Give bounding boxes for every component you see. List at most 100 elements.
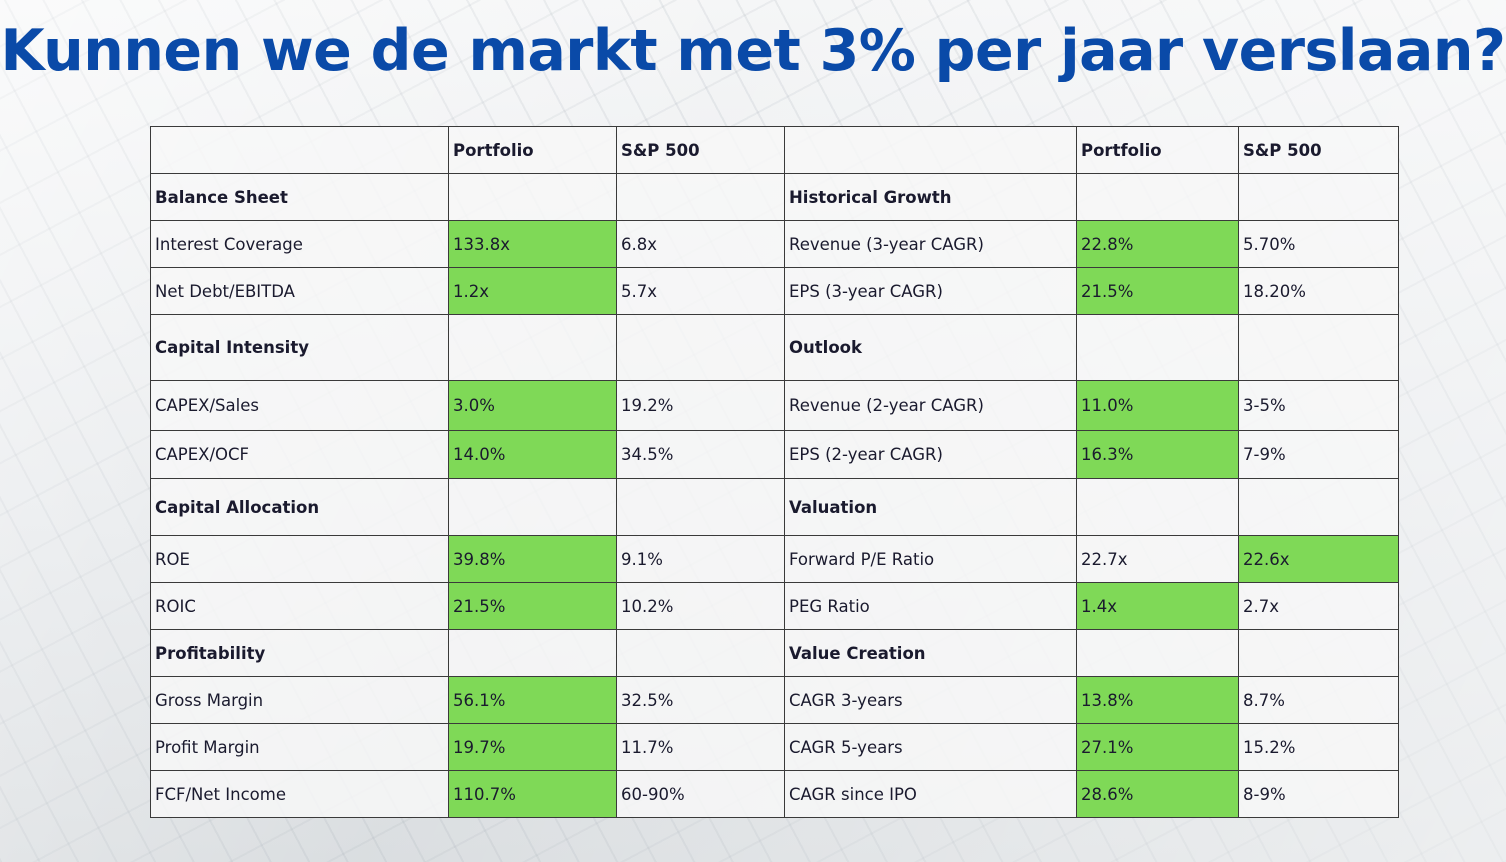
section-row: Capital Allocation Valuation (150, 478, 1399, 536)
right-section-title: Valuation (784, 478, 1077, 536)
left-portfolio-value: 21.5% (448, 582, 617, 630)
table-row: CAPEX/Sales 3.0% 19.2% Revenue (2-year CAGR… (150, 380, 1399, 431)
right-sp500-value: 3-5% (1238, 380, 1399, 431)
left-metric-label: Gross Margin (150, 676, 449, 724)
right-metric-label: EPS (2-year CAGR) (784, 430, 1077, 479)
left-portfolio-value: 39.8% (448, 535, 617, 583)
left-portfolio-value: 14.0% (448, 430, 617, 479)
left-portfolio-value: 1.2x (448, 267, 617, 315)
right-sp500-cell (1238, 314, 1399, 381)
left-sp500-value: 19.2% (616, 380, 785, 431)
left-sp500-value: 60-90% (616, 770, 785, 818)
right-sp500-value: 5.70% (1238, 220, 1399, 268)
left-portfolio-cell (448, 173, 617, 221)
left-metric-label: FCF/Net Income (150, 770, 449, 818)
left-section-title: Capital Allocation (150, 478, 449, 536)
left-sp500-value: 9.1% (616, 535, 785, 583)
right-sp500-value: 8-9% (1238, 770, 1399, 818)
right-metric-label: Forward P/E Ratio (784, 535, 1077, 583)
left-metric-label: CAPEX/OCF (150, 430, 449, 479)
table-row: Interest Coverage 133.8x 6.8x Revenue (3-ye… (150, 220, 1399, 268)
left-sp500-cell (616, 478, 785, 536)
left-sp500-value: 32.5% (616, 676, 785, 724)
right-sp500-value: 2.7x (1238, 582, 1399, 630)
left-sp500-cell (616, 629, 785, 677)
left-portfolio-cell (448, 314, 617, 381)
left-metric-label: Net Debt/EBITDA (150, 267, 449, 315)
left-sp500-cell (616, 314, 785, 381)
left-portfolio-value: 56.1% (448, 676, 617, 724)
table-row: Gross Margin 56.1% 32.5% CAGR 3-years 13.8% 8… (150, 676, 1399, 724)
column-header-right-label (784, 126, 1077, 174)
section-row: Profitability Value Creation (150, 629, 1399, 677)
header-row: Portfolio S&P 500 Portfolio S&P 500 (150, 126, 1399, 174)
right-section-title: Outlook (784, 314, 1077, 381)
left-portfolio-cell (448, 629, 617, 677)
right-portfolio-value: 11.0% (1076, 380, 1239, 431)
right-metric-label: Revenue (3-year CAGR) (784, 220, 1077, 268)
column-header-right-sp500: S&P 500 (1238, 126, 1399, 174)
left-portfolio-value: 110.7% (448, 770, 617, 818)
left-metric-label: Profit Margin (150, 723, 449, 771)
table-row: CAPEX/OCF 14.0% 34.5% EPS (2-year CAGR) 16.3… (150, 430, 1399, 479)
column-header-left-portfolio: Portfolio (448, 126, 617, 174)
right-metric-label: EPS (3-year CAGR) (784, 267, 1077, 315)
table-row: ROE 39.8% 9.1% Forward P/E Ratio 22.7x 22.6x (150, 535, 1399, 583)
left-section-title: Capital Intensity (150, 314, 449, 381)
left-portfolio-cell (448, 478, 617, 536)
left-metric-label: ROE (150, 535, 449, 583)
left-metric-label: Interest Coverage (150, 220, 449, 268)
section-row: Capital Intensity Outlook (150, 314, 1399, 381)
column-header-right-portfolio: Portfolio (1076, 126, 1239, 174)
right-portfolio-value: 1.4x (1076, 582, 1239, 630)
right-sp500-cell (1238, 629, 1399, 677)
right-sp500-value: 18.20% (1238, 267, 1399, 315)
left-sp500-value: 10.2% (616, 582, 785, 630)
comparison-table: Portfolio S&P 500 Portfolio S&P 500 Bala… (150, 126, 1399, 818)
left-sp500-value: 6.8x (616, 220, 785, 268)
section-row: Balance Sheet Historical Growth (150, 173, 1399, 221)
right-portfolio-value: 13.8% (1076, 676, 1239, 724)
left-metric-label: ROIC (150, 582, 449, 630)
right-section-title: Value Creation (784, 629, 1077, 677)
left-sp500-value: 34.5% (616, 430, 785, 479)
right-portfolio-cell (1076, 478, 1239, 536)
right-metric-label: CAGR since IPO (784, 770, 1077, 818)
right-section-title: Historical Growth (784, 173, 1077, 221)
right-metric-label: CAGR 5-years (784, 723, 1077, 771)
table-row: Net Debt/EBITDA 1.2x 5.7x EPS (3-year CAGR)… (150, 267, 1399, 315)
right-metric-label: PEG Ratio (784, 582, 1077, 630)
right-portfolio-value: 28.6% (1076, 770, 1239, 818)
left-sp500-value: 5.7x (616, 267, 785, 315)
right-metric-label: Revenue (2-year CAGR) (784, 380, 1077, 431)
table-row: Profit Margin 19.7% 11.7% CAGR 5-years 27.1%… (150, 723, 1399, 771)
left-portfolio-value: 19.7% (448, 723, 617, 771)
right-sp500-value: 22.6x (1238, 535, 1399, 583)
left-sp500-cell (616, 173, 785, 221)
right-sp500-value: 15.2% (1238, 723, 1399, 771)
table-row: FCF/Net Income 110.7% 60-90% CAGR since IPO… (150, 770, 1399, 818)
right-portfolio-value: 22.8% (1076, 220, 1239, 268)
right-portfolio-value: 21.5% (1076, 267, 1239, 315)
table-row: ROIC 21.5% 10.2% PEG Ratio 1.4x 2.7x (150, 582, 1399, 630)
right-metric-label: CAGR 3-years (784, 676, 1077, 724)
left-section-title: Balance Sheet (150, 173, 449, 221)
right-sp500-value: 7-9% (1238, 430, 1399, 479)
column-header-left-sp500: S&P 500 (616, 126, 785, 174)
column-header-left-label (150, 126, 449, 174)
left-portfolio-value: 3.0% (448, 380, 617, 431)
right-portfolio-cell (1076, 629, 1239, 677)
right-portfolio-cell (1076, 314, 1239, 381)
left-portfolio-value: 133.8x (448, 220, 617, 268)
left-metric-label: CAPEX/Sales (150, 380, 449, 431)
right-sp500-cell (1238, 478, 1399, 536)
page-title: Kunnen we de markt met 3% per jaar versl… (0, 18, 1506, 84)
right-portfolio-value: 22.7x (1076, 535, 1239, 583)
right-portfolio-value: 27.1% (1076, 723, 1239, 771)
right-sp500-value: 8.7% (1238, 676, 1399, 724)
left-section-title: Profitability (150, 629, 449, 677)
left-sp500-value: 11.7% (616, 723, 785, 771)
right-sp500-cell (1238, 173, 1399, 221)
right-portfolio-cell (1076, 173, 1239, 221)
right-portfolio-value: 16.3% (1076, 430, 1239, 479)
